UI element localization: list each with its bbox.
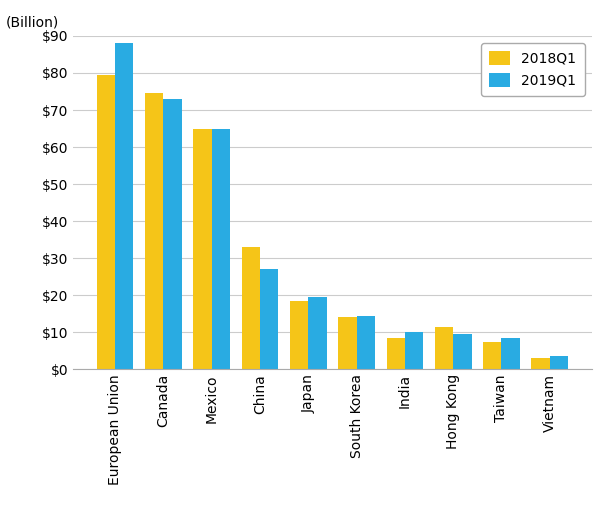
- Bar: [242, 247, 260, 369]
- Bar: [163, 99, 182, 369]
- Bar: [357, 315, 375, 369]
- Bar: [387, 338, 405, 369]
- Bar: [145, 93, 163, 369]
- Bar: [405, 332, 423, 369]
- Bar: [308, 297, 326, 369]
- Bar: [435, 327, 453, 369]
- Bar: [483, 342, 501, 369]
- Bar: [339, 318, 357, 369]
- Bar: [193, 129, 212, 369]
- Bar: [290, 301, 308, 369]
- Bar: [501, 338, 520, 369]
- Text: (Billion): (Billion): [6, 15, 59, 29]
- Bar: [550, 357, 568, 369]
- Bar: [260, 269, 278, 369]
- Bar: [212, 129, 230, 369]
- Legend: 2018Q1, 2019Q1: 2018Q1, 2019Q1: [481, 43, 585, 96]
- Bar: [453, 334, 472, 369]
- Bar: [531, 358, 550, 369]
- Bar: [115, 43, 134, 369]
- Bar: [97, 75, 115, 369]
